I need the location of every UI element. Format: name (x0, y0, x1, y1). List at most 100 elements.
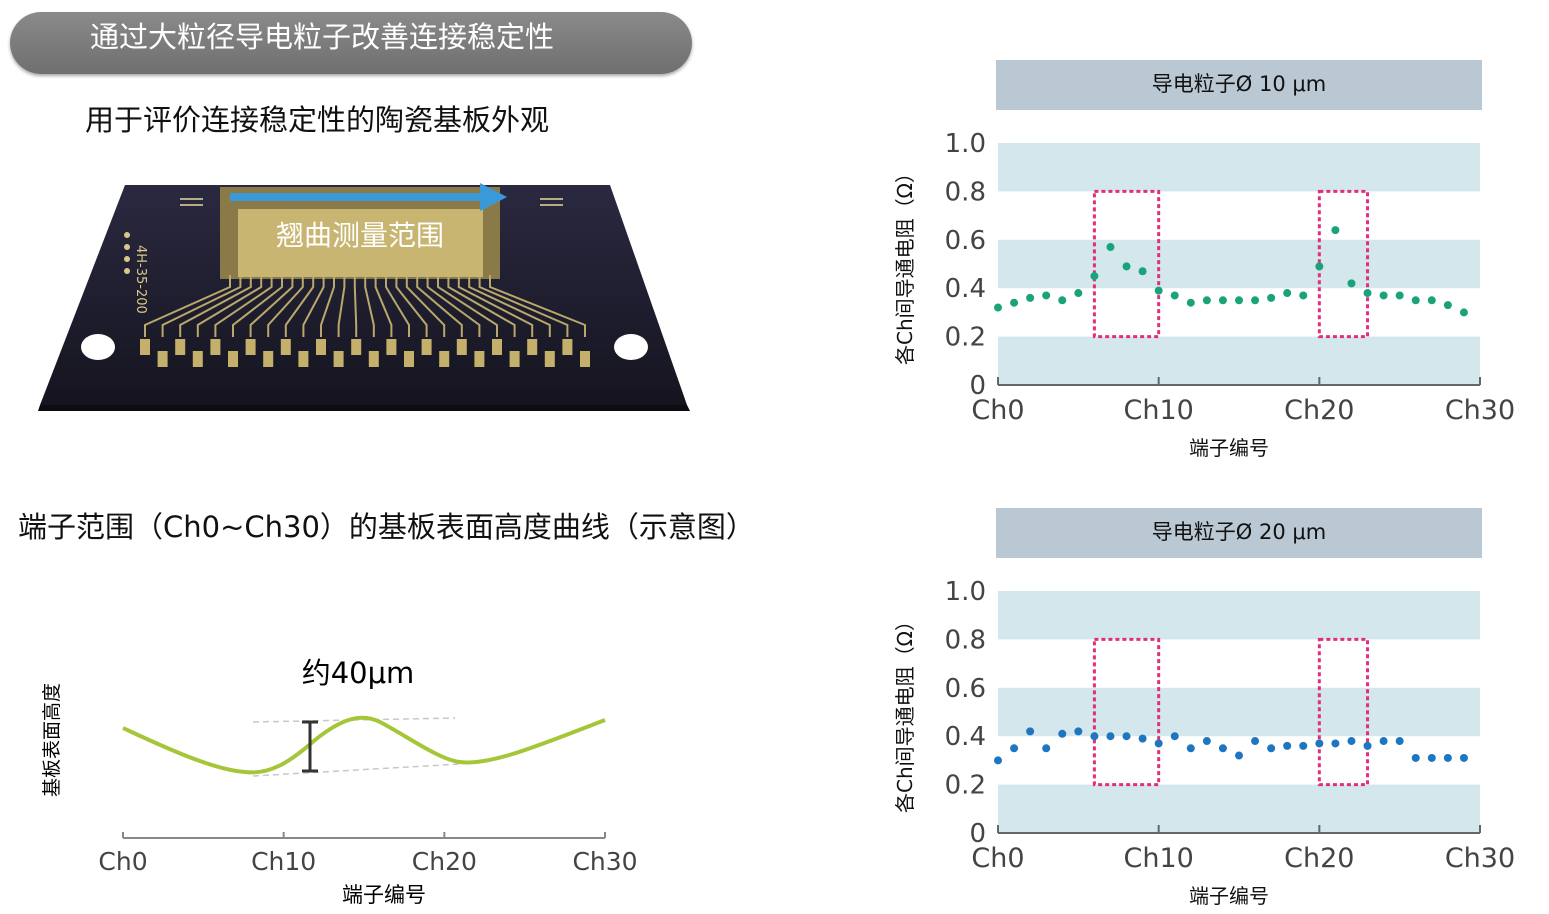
data-point (1331, 226, 1340, 235)
data-point (1427, 753, 1436, 762)
data-point (1251, 296, 1260, 305)
data-point (1122, 732, 1131, 741)
amplitude-label: 约40μm (302, 656, 415, 690)
data-point (1218, 744, 1227, 753)
data-point (1283, 289, 1292, 298)
data-point (1122, 262, 1131, 271)
data-point (1170, 291, 1179, 300)
x-axis-label: 端子编号 (1189, 884, 1269, 908)
data-point (1074, 727, 1083, 736)
data-point (1058, 729, 1067, 738)
data-point (1106, 732, 1115, 741)
highlight-box (1317, 637, 1370, 787)
data-point (1106, 243, 1115, 252)
data-point (994, 756, 1002, 765)
data-point (1010, 744, 1019, 753)
data-point (1186, 744, 1195, 753)
data-point (1202, 737, 1211, 746)
data-point (1138, 267, 1147, 276)
profile-x-tick-label: Ch30 (572, 847, 637, 876)
y-tick-label: 0.8 (945, 177, 986, 207)
data-point (1251, 737, 1260, 746)
data-point (1411, 296, 1420, 305)
x-tick-label: Ch30 (1445, 395, 1515, 426)
data-point (1395, 737, 1404, 746)
y-tick-label: 0 (969, 371, 986, 401)
data-point (1347, 279, 1356, 288)
data-point (1138, 734, 1147, 743)
data-point (1058, 296, 1067, 305)
x-tick-label: Ch0 (971, 843, 1024, 874)
mount-hole-left (81, 334, 115, 360)
x-tick-label: Ch0 (971, 395, 1024, 426)
highlight-box (1092, 189, 1161, 339)
profile-curve (122, 715, 606, 775)
data-point (1186, 298, 1195, 307)
data-point (1154, 739, 1163, 748)
data-point (1042, 291, 1051, 300)
chart-band (998, 239, 1480, 289)
x-tick-label: Ch10 (1124, 843, 1194, 874)
chart-title: 导电粒子Ø 10 μm (1152, 72, 1326, 96)
x-tick-label: Ch20 (1284, 843, 1354, 874)
data-point (1218, 296, 1227, 305)
data-point (1315, 262, 1324, 271)
data-point (1026, 727, 1035, 736)
chart-band (998, 336, 1480, 385)
data-point (1267, 293, 1276, 302)
y-tick-label: 1.0 (945, 577, 986, 607)
data-point (1074, 289, 1083, 298)
y-tick-label: 1.0 (945, 129, 986, 159)
data-point (1154, 286, 1163, 295)
profile-x-tick-label: Ch0 (98, 847, 147, 876)
mount-hole-right (614, 334, 648, 360)
warp-range-label: 翘曲测量范围 (276, 219, 444, 252)
y-tick-label: 0.6 (945, 226, 986, 256)
data-point (1202, 296, 1211, 305)
profile-ylabel: 基板表面高度 (41, 683, 63, 797)
data-point (1315, 739, 1324, 748)
data-point (1026, 293, 1035, 302)
chart-title-bar (996, 508, 1482, 558)
profile-x-tick-label: Ch10 (251, 847, 316, 876)
data-point (1443, 301, 1452, 310)
data-point (1170, 732, 1179, 741)
chart-band (998, 143, 1480, 192)
warp-range-box (238, 209, 483, 277)
arrow-head-icon (480, 183, 507, 211)
chart-title: 导电粒子Ø 20 μm (1152, 520, 1326, 544)
y-tick-label: 0.2 (945, 323, 986, 353)
data-point (994, 303, 1002, 312)
profile-xlabel: 端子编号 (342, 883, 426, 907)
y-tick-label: 0.6 (945, 674, 986, 704)
substrate-caption: 用于评价连接稳定性的陶瓷基板外观 (85, 103, 550, 137)
data-point (1347, 737, 1356, 746)
profile-caption: 端子范围（Ch0~Ch30）的基板表面高度曲线（示意图） (18, 510, 755, 544)
chart-title-bar (996, 60, 1482, 110)
y-tick-label: 0 (969, 819, 986, 849)
data-point (1459, 753, 1468, 762)
data-point (1235, 751, 1243, 760)
data-point (1379, 291, 1388, 300)
chart-band (998, 784, 1480, 833)
data-point (1090, 732, 1099, 741)
substrate-mark: 4H-35-200 (133, 245, 148, 314)
title-banner: 通过大粒径导电粒子改善连接稳定性 (10, 12, 692, 74)
resistance-chart-10um: 导电粒子Ø 10 μm 0 0.2 0.4 0.6 0.8 1.0 Ch0 Ch10 Ch20 Ch… (893, 60, 1515, 460)
data-point (1090, 272, 1099, 281)
lower-guide-line (252, 763, 461, 777)
x-tick-label: Ch20 (1284, 395, 1354, 426)
banner-title: 通过大粒径导电粒子改善连接稳定性 (90, 20, 555, 54)
y-tick-label: 0.4 (945, 274, 986, 304)
data-point (1010, 298, 1019, 307)
x-tick-label: Ch30 (1445, 843, 1515, 874)
x-tick-label: Ch10 (1124, 395, 1194, 426)
y-tick-label: 0.4 (945, 722, 986, 752)
highlight-box (1092, 637, 1161, 787)
data-point (1235, 296, 1243, 305)
data-point (1363, 741, 1372, 750)
highlight-box (1317, 189, 1370, 339)
data-point (1331, 739, 1340, 748)
chart-band (998, 591, 1480, 640)
y-axis-label: 各Ch间导通电阻（Ω） (893, 611, 917, 813)
